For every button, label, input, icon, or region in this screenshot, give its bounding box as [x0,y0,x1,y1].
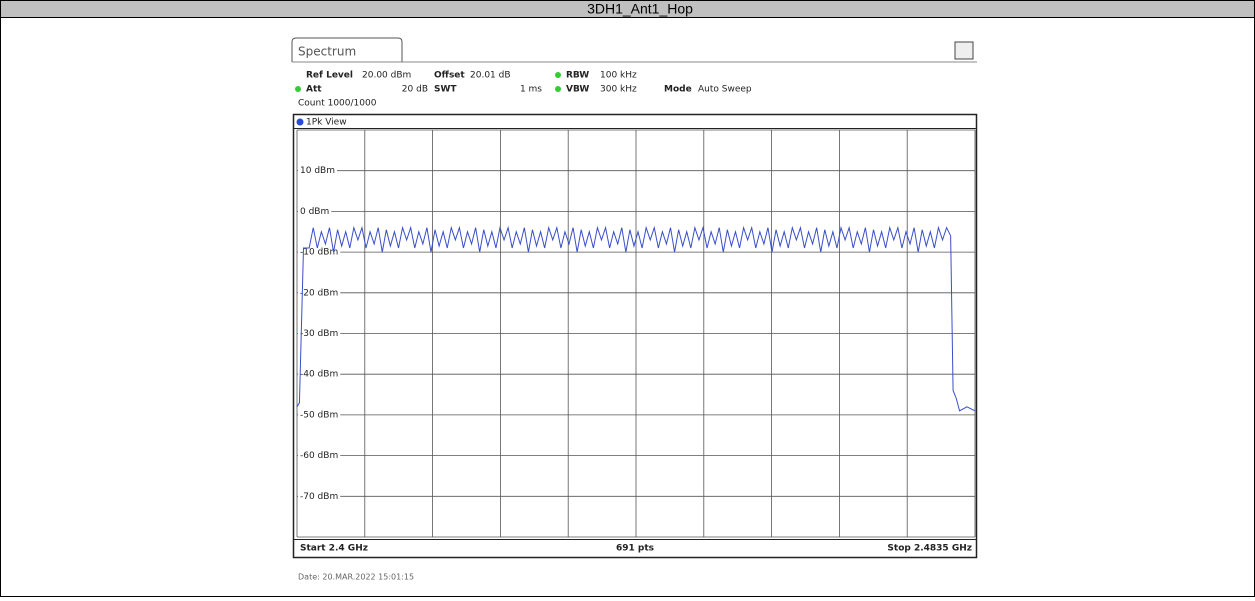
setting-value: 1 ms [520,85,542,95]
stop-label: Stop 2.4835 GHz [887,544,972,554]
plot-frame [292,113,978,559]
trace [296,225,976,412]
title: 3DH1_Ant1_Hop [587,1,693,17]
count: Count 1000/1000 [298,99,377,109]
start-label: Start 2.4 GHz [300,544,368,554]
label-bg [298,490,341,503]
date: Date: 20.MAR.2022 15:01:15 [298,573,414,582]
label-bg [298,164,337,177]
label-bg [298,327,341,340]
y-tick-label: -70 dBm [300,492,338,502]
y-tick-label: -20 dBm [300,288,338,298]
label-bg [298,449,341,462]
y-tick-label: -50 dBm [300,410,338,420]
y-tick-label: -30 dBm [300,329,338,339]
setting-label: SWT [434,85,457,95]
indicator [555,86,561,92]
label-bg [298,246,341,259]
setting-label: Offset [434,71,465,81]
indicator [295,86,301,92]
label-bg [298,368,341,381]
setting-value: 20.00 dBm [362,71,411,81]
y-tick-label: -60 dBm [300,451,338,461]
setting-value: 20.01 dB [470,71,511,81]
tab-label: Spectrum [298,45,356,59]
y-tick-label: -10 dBm [300,248,338,258]
setting-label: Att [306,85,322,95]
points-label: 691 pts [616,544,654,554]
icon [954,41,974,60]
setting-label: VBW [566,85,589,95]
label-bg [298,286,341,299]
setting-value: Auto Sweep [698,85,752,95]
y-tick-label: -40 dBm [300,370,338,380]
setting-label: Mode [664,85,692,95]
tab [291,37,403,62]
setting-label: RBW [566,71,589,81]
view-label: 1Pk View [306,118,347,128]
setting-value: 100 kHz [600,71,637,81]
indicator [555,72,561,78]
label-bg [298,408,341,421]
setting-label: Ref Level [306,71,353,81]
setting-value: 20 dB [402,85,428,95]
y-tick-label: 10 dBm [300,166,335,176]
label-bg [298,205,332,218]
view-indicator [296,118,304,126]
setting-value: 300 kHz [600,85,637,95]
y-tick-label: 0 dBm [300,207,329,217]
